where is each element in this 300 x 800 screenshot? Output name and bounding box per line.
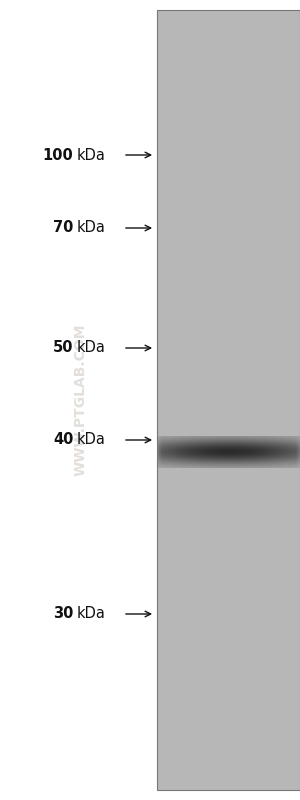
Text: kDa: kDa: [76, 147, 105, 162]
Text: 30: 30: [53, 606, 74, 622]
Text: kDa: kDa: [76, 221, 105, 235]
Text: kDa: kDa: [76, 606, 105, 622]
Text: 70: 70: [53, 221, 74, 235]
Text: 100: 100: [43, 147, 74, 162]
Text: kDa: kDa: [76, 341, 105, 355]
Text: WWW.PTGLAB.COM: WWW.PTGLAB.COM: [74, 324, 88, 476]
Text: kDa: kDa: [76, 433, 105, 447]
Text: 40: 40: [53, 433, 74, 447]
Bar: [157, 10, 300, 790]
Text: 50: 50: [53, 341, 74, 355]
